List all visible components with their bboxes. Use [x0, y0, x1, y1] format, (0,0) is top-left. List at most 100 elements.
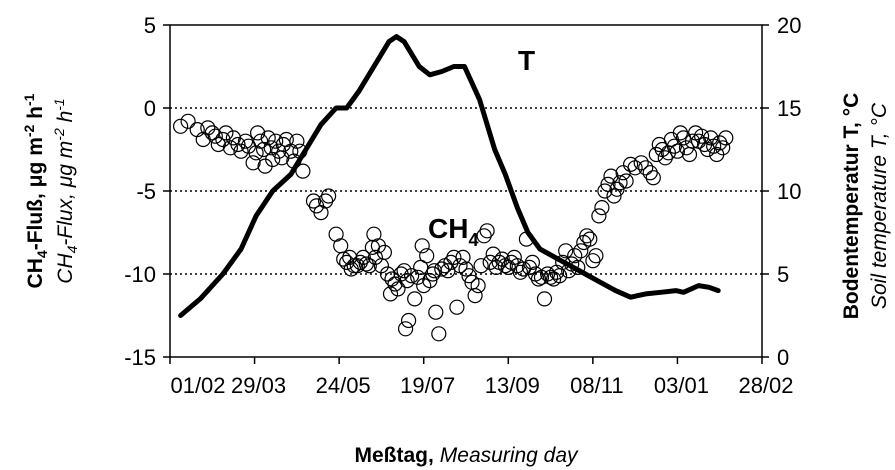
y-left-title: CH4-Fluß, μg m-2 h-1	[21, 93, 50, 288]
methane-point	[558, 243, 574, 259]
methane-point	[253, 133, 269, 149]
temperature-line	[178, 34, 721, 318]
methane-point	[321, 188, 337, 204]
methane-point	[618, 173, 634, 189]
methane-point	[622, 156, 639, 172]
methane-point	[555, 254, 571, 270]
annotation-methane: CH4	[428, 213, 478, 250]
y-right-tick-label: 0	[777, 345, 789, 370]
methane-point	[404, 268, 420, 284]
methane-point	[237, 133, 254, 149]
methane-point	[458, 261, 474, 277]
y-right-tick-label: 5	[777, 262, 789, 287]
methane-point	[446, 249, 462, 265]
methane-point	[672, 125, 689, 141]
methane-point	[585, 253, 601, 269]
methane-point	[292, 143, 308, 159]
methane-point	[260, 130, 276, 146]
methane-point	[207, 128, 223, 144]
methane-point	[648, 146, 664, 163]
x-tick-label: 29/03	[231, 373, 286, 398]
x-tick-label: 01/02	[170, 373, 225, 398]
x-tick-label: 13/09	[485, 373, 540, 398]
methane-point	[455, 249, 471, 265]
methane-point	[318, 193, 334, 209]
axes: 5 0 -5 -10 -15 20 15 10 5 0 01/02 29/03 24/05 19/07 13…	[124, 13, 801, 398]
y-left-tick-label: -10	[124, 262, 156, 287]
methane-point	[355, 249, 371, 265]
methane-point	[638, 160, 654, 176]
methane-point	[684, 133, 701, 149]
y-left-tick-label: -5	[136, 179, 156, 204]
methane-point	[693, 128, 710, 144]
methane-point	[376, 244, 392, 260]
methane-point	[488, 259, 504, 275]
methane-point	[399, 273, 415, 289]
methane-point	[295, 163, 311, 179]
temperature-series	[178, 34, 721, 318]
methane-point	[407, 291, 423, 307]
methane-point	[703, 130, 719, 146]
methane-point	[482, 254, 498, 270]
methane-point	[461, 268, 477, 284]
methane-point	[268, 133, 284, 149]
methane-point	[506, 249, 522, 265]
methane-point	[200, 120, 216, 136]
methane-point	[222, 140, 238, 156]
methane-point	[398, 321, 414, 337]
methane-point	[642, 165, 658, 181]
methane-point	[609, 181, 625, 197]
methane-point	[561, 263, 577, 279]
methane-point	[473, 258, 489, 274]
methane-point	[476, 228, 492, 244]
methane-point	[530, 271, 547, 287]
methane-point	[539, 266, 556, 282]
y-left-subtitle: CH4-Flux, μg m-2 h-1	[51, 98, 80, 283]
methane-point	[414, 238, 430, 254]
methane-point	[428, 304, 444, 320]
methane-point	[215, 131, 231, 148]
methane-point	[265, 151, 281, 168]
y-right-subtitle: Soil temperature T, °C	[868, 102, 891, 309]
methane-point	[333, 238, 349, 254]
methane-point	[210, 136, 226, 153]
methane-point	[230, 136, 246, 153]
annotation-temperature: T	[518, 45, 535, 76]
y-left-tick-label: 5	[144, 13, 156, 38]
methane-point	[396, 263, 412, 279]
methane-point	[401, 312, 417, 329]
methane-point	[524, 254, 541, 270]
methane-point	[431, 326, 447, 342]
y-left-tick-label: -15	[124, 345, 156, 370]
x-tick-label: 08/11	[570, 373, 623, 398]
methane-point	[390, 281, 406, 297]
methane-point	[542, 269, 559, 285]
methane-point	[582, 231, 598, 247]
methane-point	[570, 259, 586, 275]
methane-point	[591, 208, 607, 224]
methane-point	[573, 243, 589, 259]
y-right-title: Bodentemperatur T, °C	[840, 93, 863, 320]
methane-point	[233, 143, 249, 159]
methane-point	[718, 130, 734, 146]
methane-point	[594, 200, 610, 216]
methane-series	[173, 113, 734, 342]
methane-point	[479, 223, 495, 239]
methane-point	[305, 193, 322, 209]
methane-point	[349, 258, 365, 274]
methane-point	[352, 254, 368, 270]
y-right-tick-label: 10	[777, 179, 801, 204]
x-tick-label: 28/02	[738, 373, 793, 398]
x-tick-label: 24/05	[316, 373, 371, 398]
methane-point	[173, 118, 189, 134]
methane-point	[382, 286, 399, 302]
methane-point	[245, 155, 261, 171]
methane-point	[410, 269, 426, 285]
methane-point	[218, 125, 234, 141]
methane-point	[536, 291, 553, 307]
methane-point	[606, 188, 622, 204]
gridlines	[170, 107, 762, 275]
y-right-tick-label: 20	[777, 13, 801, 38]
methane-point	[361, 258, 377, 274]
